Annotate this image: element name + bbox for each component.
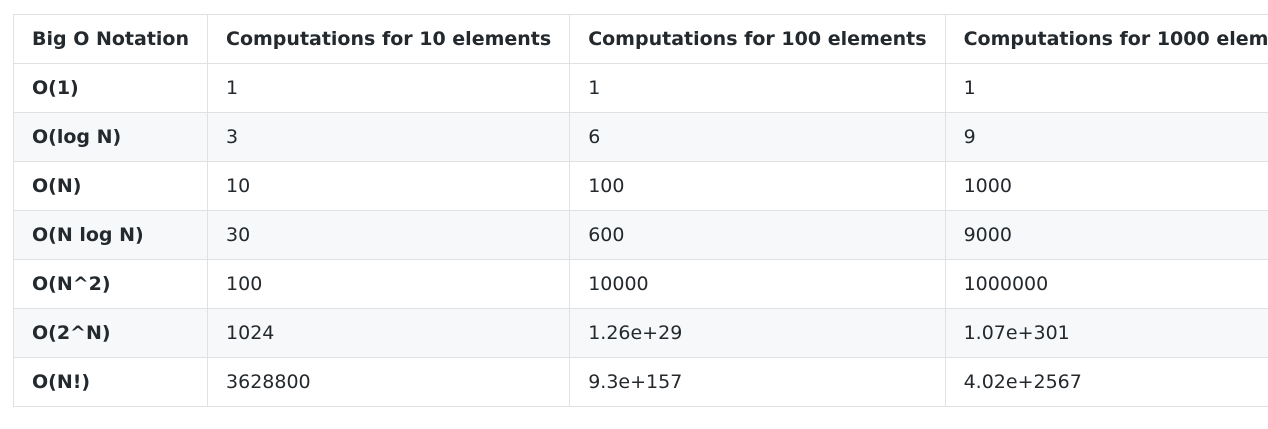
row-value-10: 3628800: [207, 357, 571, 407]
row-value-1000: 1: [944, 63, 1268, 113]
row-notation: O(N): [12, 161, 209, 211]
row-value-10: 10: [207, 161, 571, 211]
row-notation: O(N log N): [12, 210, 209, 260]
row-value-1000: 9000: [944, 210, 1268, 260]
row-value-10: 1: [207, 63, 571, 113]
table-row: O(N!) 3628800 9.3e+157 4.02e+2567: [12, 357, 1268, 407]
table-row: O(log N) 3 6 9: [12, 112, 1268, 162]
row-value-100: 600: [569, 210, 946, 260]
table-row: O(N^2) 100 10000 1000000: [12, 259, 1268, 309]
header-cell-1000: Computations for 1000 elements: [944, 14, 1268, 64]
row-value-10: 100: [207, 259, 571, 309]
row-value-100: 1.26e+29: [569, 308, 946, 358]
table-row: O(N log N) 30 600 9000: [12, 210, 1268, 260]
row-value-10: 1024: [207, 308, 571, 358]
table-body: O(1) 1 1 1 O(log N) 3 6 9 O(N) 10 100 10…: [12, 63, 1268, 407]
header-cell-100: Computations for 100 elements: [569, 14, 946, 64]
row-value-100: 100: [569, 161, 946, 211]
table-container: Big O Notation Computations for 10 eleme…: [12, 14, 1268, 407]
table-row: O(N) 10 100 1000: [12, 161, 1268, 211]
row-value-1000: 1000000: [944, 259, 1268, 309]
row-value-100: 9.3e+157: [569, 357, 946, 407]
row-notation: O(2^N): [12, 308, 209, 358]
header-row: Big O Notation Computations for 10 eleme…: [12, 14, 1268, 64]
table-row: O(1) 1 1 1: [12, 63, 1268, 113]
big-o-table: Big O Notation Computations for 10 eleme…: [12, 14, 1268, 407]
table-row: O(2^N) 1024 1.26e+29 1.07e+301: [12, 308, 1268, 358]
row-value-10: 30: [207, 210, 571, 260]
row-value-1000: 1.07e+301: [944, 308, 1268, 358]
row-value-1000: 9: [944, 112, 1268, 162]
row-notation: O(N^2): [12, 259, 209, 309]
row-value-100: 10000: [569, 259, 946, 309]
row-value-10: 3: [207, 112, 571, 162]
row-value-100: 6: [569, 112, 946, 162]
table-header: Big O Notation Computations for 10 eleme…: [12, 14, 1268, 64]
row-value-1000: 4.02e+2567: [944, 357, 1268, 407]
row-notation: O(1): [12, 63, 209, 113]
row-value-100: 1: [569, 63, 946, 113]
row-notation: O(log N): [12, 112, 209, 162]
row-value-1000: 1000: [944, 161, 1268, 211]
header-cell-10: Computations for 10 elements: [207, 14, 571, 64]
row-notation: O(N!): [12, 357, 209, 407]
header-cell-notation: Big O Notation: [12, 14, 209, 64]
